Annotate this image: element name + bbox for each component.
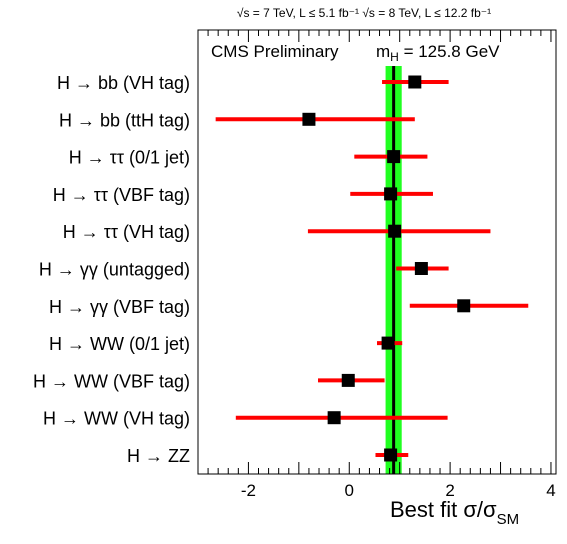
point-marker [302, 112, 316, 126]
point-marker [384, 187, 398, 201]
cms-preliminary-label: CMS Preliminary [211, 42, 339, 61]
point-marker [388, 224, 402, 238]
x-tick-label: -2 [241, 481, 256, 500]
category-label: H → ττ (VBF tag) [53, 185, 190, 205]
x-ticks: -2 0 2 4 [197, 30, 556, 500]
x-tick-label: 2 [445, 481, 454, 500]
error-bars [215, 80, 529, 457]
category-label: H → WW (VH tag) [43, 409, 190, 429]
x-axis-label: Best fit σ/σSM [390, 497, 519, 528]
plot-frame [197, 29, 557, 475]
chart-header: √s = 7 TeV, L ≤ 5.1 fb⁻¹ √s = 8 TeV, L ≤… [237, 6, 491, 20]
point-marker [384, 448, 398, 462]
x-tick-label: 0 [345, 481, 354, 500]
point-marker [341, 373, 355, 387]
category-label: H → γγ (untagged) [39, 260, 190, 280]
point-marker [457, 299, 471, 313]
point-marker [327, 411, 341, 425]
category-label: H → bb (VH tag) [57, 73, 190, 93]
category-label: H → WW (0/1 jet) [49, 334, 190, 354]
category-label: H → ZZ [127, 446, 190, 466]
point-marker [414, 262, 428, 275]
category-label: H → WW (VBF tag) [33, 371, 190, 391]
category-label: H → ττ (VH tag) [63, 222, 190, 242]
point-marker [408, 75, 422, 89]
category-label: H → ττ (0/1 jet) [69, 148, 190, 168]
point-markers [302, 75, 471, 462]
mass-annotation: mH = 125.8 GeV [376, 42, 500, 64]
category-label: H → γγ (VBF tag) [49, 297, 190, 317]
category-label: H → bb (ttH tag) [59, 110, 190, 130]
point-marker [381, 336, 395, 350]
x-tick-label: 4 [546, 481, 555, 500]
category-labels: H → bb (VH tag) H → bb (ttH tag) H → ττ (0… [33, 73, 190, 466]
point-marker [387, 150, 401, 164]
